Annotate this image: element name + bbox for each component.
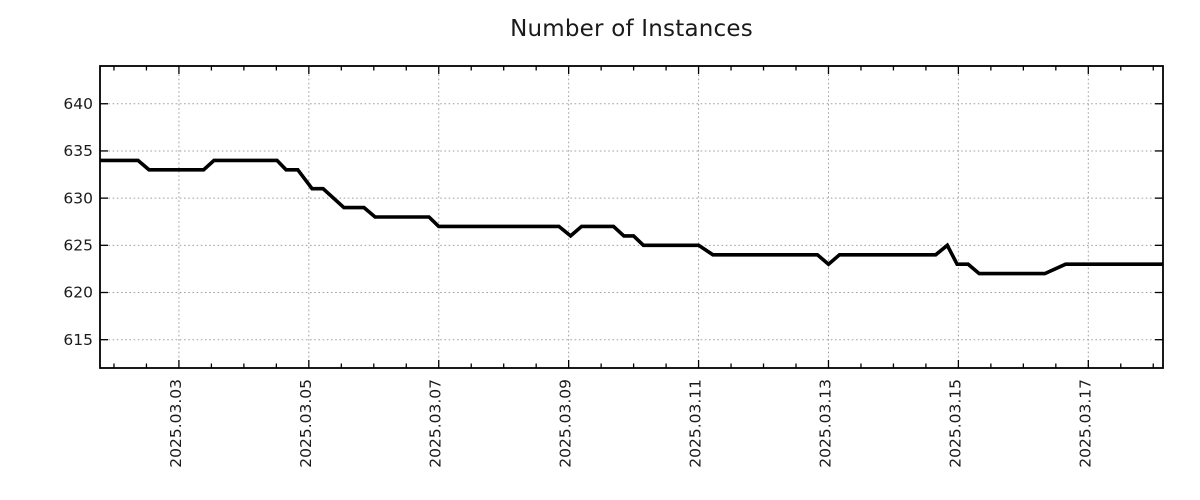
x-tick-label: 2025.03.05 bbox=[297, 379, 315, 468]
y-tick-label: 615 bbox=[63, 331, 93, 349]
y-tick-label: 630 bbox=[63, 189, 93, 207]
x-tick-label: 2025.03.03 bbox=[167, 379, 185, 468]
y-axis-labels: 615 620 625 630 635 640 bbox=[63, 95, 93, 349]
x-tick-label: 2025.03.07 bbox=[427, 379, 445, 468]
x-tick-label: 2025.03.15 bbox=[946, 379, 964, 468]
plot-border bbox=[99, 65, 1164, 369]
y-tick-label: 635 bbox=[63, 142, 93, 160]
x-tick-label: 2025.03.11 bbox=[687, 379, 705, 468]
y-tick-label: 620 bbox=[63, 284, 93, 302]
x-tick-label: 2025.03.09 bbox=[557, 379, 575, 468]
y-tick-label: 640 bbox=[63, 95, 93, 113]
x-tick-label: 2025.03.17 bbox=[1076, 379, 1094, 468]
plot-border-rect bbox=[99, 65, 1164, 369]
data-series-line bbox=[100, 158, 1163, 276]
x-tick-label: 2025.03.13 bbox=[816, 379, 834, 468]
grid-lines bbox=[100, 66, 1163, 368]
series-polyline bbox=[100, 158, 1163, 276]
axis-ticks bbox=[100, 66, 1163, 368]
y-tick-label: 625 bbox=[63, 237, 93, 255]
x-axis-labels: 2025.03.03 2025.03.05 2025.03.07 2025.03.09… bbox=[167, 379, 1094, 468]
